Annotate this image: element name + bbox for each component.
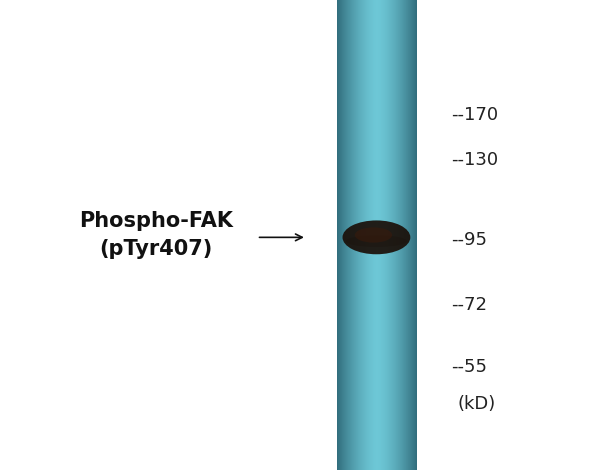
Ellipse shape: [355, 227, 392, 243]
Text: (kD): (kD): [457, 395, 495, 413]
Text: --95: --95: [451, 231, 487, 249]
Text: --170: --170: [451, 106, 499, 124]
Text: (pTyr407): (pTyr407): [100, 239, 213, 259]
Ellipse shape: [346, 235, 407, 247]
Text: --130: --130: [451, 151, 499, 169]
Text: --72: --72: [451, 297, 487, 314]
Text: Phospho-FAK: Phospho-FAK: [79, 211, 234, 231]
Ellipse shape: [342, 220, 411, 254]
Text: --55: --55: [451, 358, 487, 376]
